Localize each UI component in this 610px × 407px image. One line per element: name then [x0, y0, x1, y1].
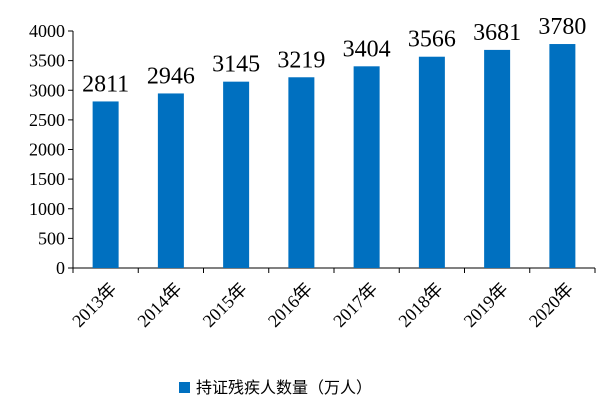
data-label: 3681: [473, 20, 521, 46]
y-axis: 0 500 1000 1500 2000 2500 3000 3500 4000: [29, 21, 74, 278]
x-tick-label: 2013年: [68, 279, 120, 331]
data-label: 3780: [538, 14, 586, 40]
y-tick-label: 500: [38, 228, 65, 248]
bar: [484, 49, 511, 268]
bars: [92, 44, 576, 269]
data-label: 3145: [212, 52, 260, 78]
data-labels: 2811 2946 3145 3219 3404 3566 3681 3780: [82, 14, 586, 97]
data-label: 3404: [343, 36, 391, 62]
legend: 持证残疾人数量（万人）: [179, 378, 372, 397]
bar: [223, 81, 250, 268]
bar: [353, 66, 380, 268]
data-label: 2946: [147, 63, 195, 89]
y-tick-label: 0: [56, 258, 65, 278]
bar: [288, 77, 315, 268]
bar: [418, 56, 445, 268]
bar: [92, 101, 119, 269]
y-tick-label: 1000: [29, 199, 65, 219]
y-tick-label: 1500: [29, 169, 65, 189]
legend-label: 持证残疾人数量（万人）: [196, 378, 372, 397]
y-tick-label: 3500: [29, 51, 65, 71]
y-tick-label: 2000: [29, 140, 65, 160]
x-tick-label: 2016年: [264, 279, 316, 331]
x-tick-label: 2018年: [394, 279, 446, 331]
x-tick-label: 2014年: [133, 279, 185, 331]
data-label: 3219: [277, 47, 325, 73]
x-tick-label: 2019年: [460, 279, 512, 331]
data-label: 2811: [82, 71, 129, 97]
bar: [549, 44, 576, 268]
x-axis: 2013年 2014年 2015年 2016年 2017年 2018年 2019年 2020年: [68, 267, 596, 331]
legend-swatch: [179, 382, 190, 393]
bar: [157, 93, 184, 269]
data-label: 3566: [408, 27, 456, 53]
x-tick-label: 2020年: [525, 279, 577, 331]
y-tick-label: 4000: [29, 21, 65, 41]
y-tick-label: 2500: [29, 110, 65, 130]
x-tick-label: 2017年: [329, 279, 381, 331]
x-tick-label: 2015年: [199, 279, 251, 331]
y-tick-label: 3000: [29, 80, 65, 100]
